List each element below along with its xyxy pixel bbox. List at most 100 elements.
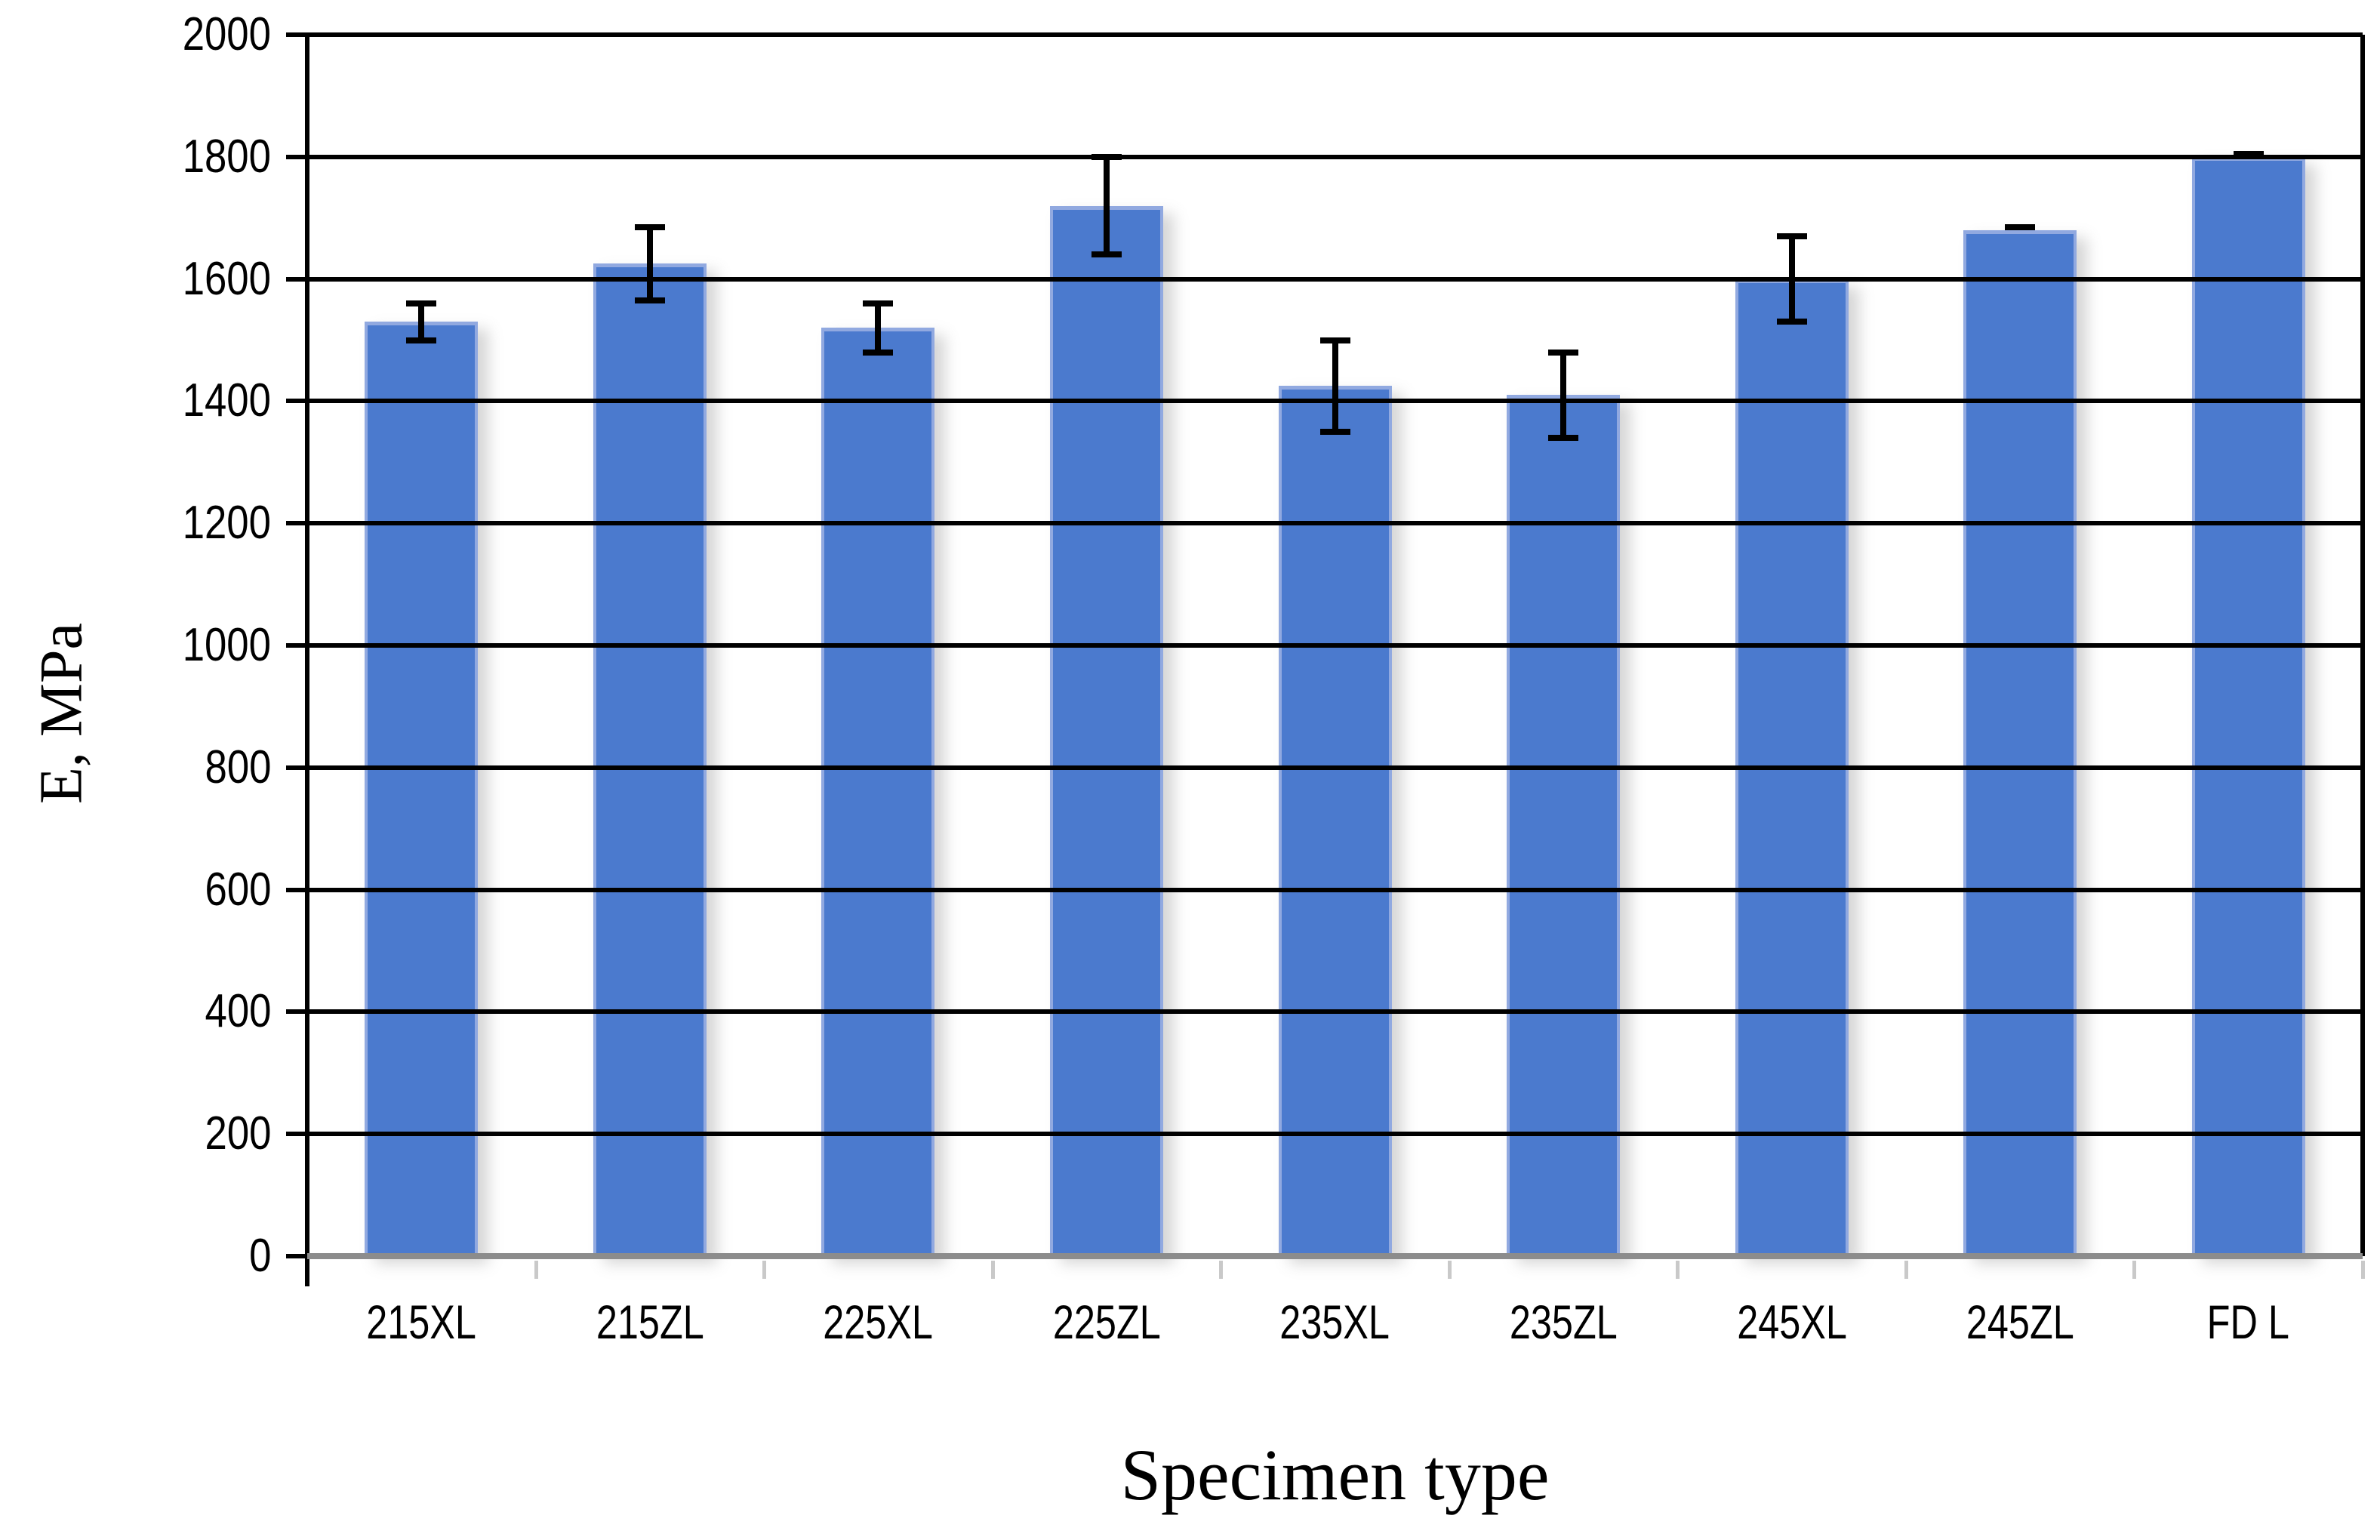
x-category-label-text: 215XL	[366, 1296, 477, 1349]
y-tick-600	[286, 887, 307, 892]
gridline-1800	[307, 154, 2363, 159]
y-tick-1200	[286, 521, 307, 526]
y-tick-2000	[286, 32, 307, 37]
x-category-label-225ZL: 225ZL	[993, 1292, 1221, 1353]
y-tick-label-1000: 1000	[45, 615, 271, 676]
y-tick-1800	[286, 154, 307, 159]
bar-215XL	[365, 322, 479, 1256]
error-bar-245XL-cap-top	[1776, 233, 1807, 239]
error-bar-215ZL-cap-bottom	[634, 297, 665, 303]
y-tick-label-text: 600	[205, 863, 271, 916]
y-tick-label-text: 200	[205, 1107, 271, 1160]
x-axis-baseline	[307, 1253, 2363, 1259]
y-axis-line	[305, 35, 309, 1286]
bar-225XL	[821, 328, 935, 1256]
error-bar-215ZL-stem	[646, 226, 653, 300]
y-tick-400	[286, 1009, 307, 1015]
error-bar-225XL-stem	[875, 303, 882, 353]
bar-245ZL	[1963, 229, 2077, 1256]
gridline-2000	[307, 32, 2363, 37]
y-tick-200	[286, 1132, 307, 1137]
error-bar-215XL-stem	[418, 303, 425, 340]
x-minor-tick-4	[1219, 1261, 1224, 1279]
x-axis-title: Specimen type	[1120, 1434, 1550, 1515]
error-bar-FD L-cap	[2233, 150, 2264, 157]
gridline-400	[307, 1009, 2363, 1015]
y-tick-label-2000: 2000	[45, 5, 271, 65]
error-bar-235XL-cap-bottom	[1319, 428, 1350, 435]
y-tick-label-400: 400	[45, 981, 271, 1042]
y-tick-800	[286, 765, 307, 770]
x-category-label-text: 235ZL	[1509, 1296, 1618, 1349]
x-category-label-text: 245XL	[1736, 1296, 1847, 1349]
y-tick-label-1200: 1200	[45, 493, 271, 553]
x-category-label-text: FD L	[2207, 1296, 2290, 1349]
x-minor-tick-5	[1447, 1261, 1452, 1279]
y-tick-label-0: 0	[45, 1226, 271, 1286]
bar-235XL	[1278, 386, 1392, 1256]
y-tick-1600	[286, 276, 307, 282]
error-bar-245XL-stem	[1788, 236, 1795, 322]
y-tick-label-200: 200	[45, 1104, 271, 1164]
x-category-label-text: 215ZL	[596, 1296, 704, 1349]
y-tick-label-800: 800	[45, 738, 271, 798]
y-tick-0	[286, 1254, 307, 1258]
bar-215ZL	[593, 263, 707, 1256]
x-category-label-text: 245ZL	[1966, 1296, 2074, 1349]
x-category-label-225XL: 225XL	[764, 1292, 993, 1353]
error-bar-215XL-cap-top	[406, 300, 437, 306]
gridline-1200	[307, 521, 2363, 526]
x-category-label-text: 225ZL	[1052, 1296, 1161, 1349]
x-category-label-245ZL: 245ZL	[1906, 1292, 2135, 1353]
error-bar-235XL-stem	[1332, 340, 1338, 432]
x-category-label-215XL: 215XL	[307, 1292, 536, 1353]
error-bar-235ZL-cap-bottom	[1548, 434, 1579, 441]
x-minor-tick-6	[1676, 1261, 1680, 1279]
x-category-label-215ZL: 215ZL	[536, 1292, 765, 1353]
y-tick-1000	[286, 643, 307, 648]
y-tick-label-text: 2000	[182, 8, 271, 60]
gridline-600	[307, 887, 2363, 892]
x-category-label-235XL: 235XL	[1221, 1292, 1449, 1353]
x-minor-tick-8	[2132, 1261, 2137, 1279]
y-tick-label-1400: 1400	[45, 371, 271, 431]
error-bar-225ZL-cap-bottom	[1091, 251, 1122, 258]
error-bar-245ZL-cap	[2005, 223, 2036, 230]
gridline-1000	[307, 643, 2363, 648]
error-bar-235ZL-stem	[1560, 352, 1567, 438]
x-category-label-text: 225XL	[823, 1296, 934, 1349]
error-bar-225ZL-cap-top	[1091, 153, 1122, 160]
y-tick-label-600: 600	[45, 860, 271, 920]
y-tick-label-text: 1200	[182, 497, 271, 550]
x-minor-tick-9	[2361, 1261, 2365, 1279]
gridline-200	[307, 1132, 2363, 1137]
error-bar-235ZL-cap-top	[1548, 349, 1579, 356]
y-tick-label-text: 0	[248, 1230, 271, 1282]
y-tick-label-text: 1000	[182, 619, 271, 671]
x-minor-tick-3	[990, 1261, 995, 1279]
x-minor-tick-1	[534, 1261, 538, 1279]
bar-235ZL	[1507, 395, 1621, 1256]
y-tick-label-text: 400	[205, 985, 271, 1038]
error-bar-245XL-cap-bottom	[1776, 319, 1807, 325]
x-category-label-FD L: FD L	[2134, 1292, 2363, 1353]
x-category-label-235ZL: 235ZL	[1449, 1292, 1678, 1353]
error-bar-215XL-cap-bottom	[406, 337, 437, 343]
error-bar-235XL-cap-top	[1319, 337, 1350, 343]
error-bar-225ZL-stem	[1103, 156, 1110, 255]
y-tick-label-text: 800	[205, 741, 271, 793]
x-minor-tick-2	[762, 1261, 767, 1279]
y-tick-label-text: 1400	[182, 374, 271, 427]
x-category-label-text: 235XL	[1279, 1296, 1390, 1349]
plot-right-border	[2360, 35, 2365, 1256]
y-tick-label-text: 1800	[182, 130, 271, 183]
bar-225ZL	[1049, 205, 1163, 1256]
y-tick-label-1800: 1800	[45, 127, 271, 187]
error-bar-225XL-cap-bottom	[863, 349, 894, 356]
x-minor-tick-7	[1904, 1261, 1908, 1279]
y-tick-1400	[286, 399, 307, 404]
gridline-800	[307, 765, 2363, 770]
bar-FD L	[2191, 156, 2305, 1256]
error-bar-215ZL-cap-top	[634, 223, 665, 230]
